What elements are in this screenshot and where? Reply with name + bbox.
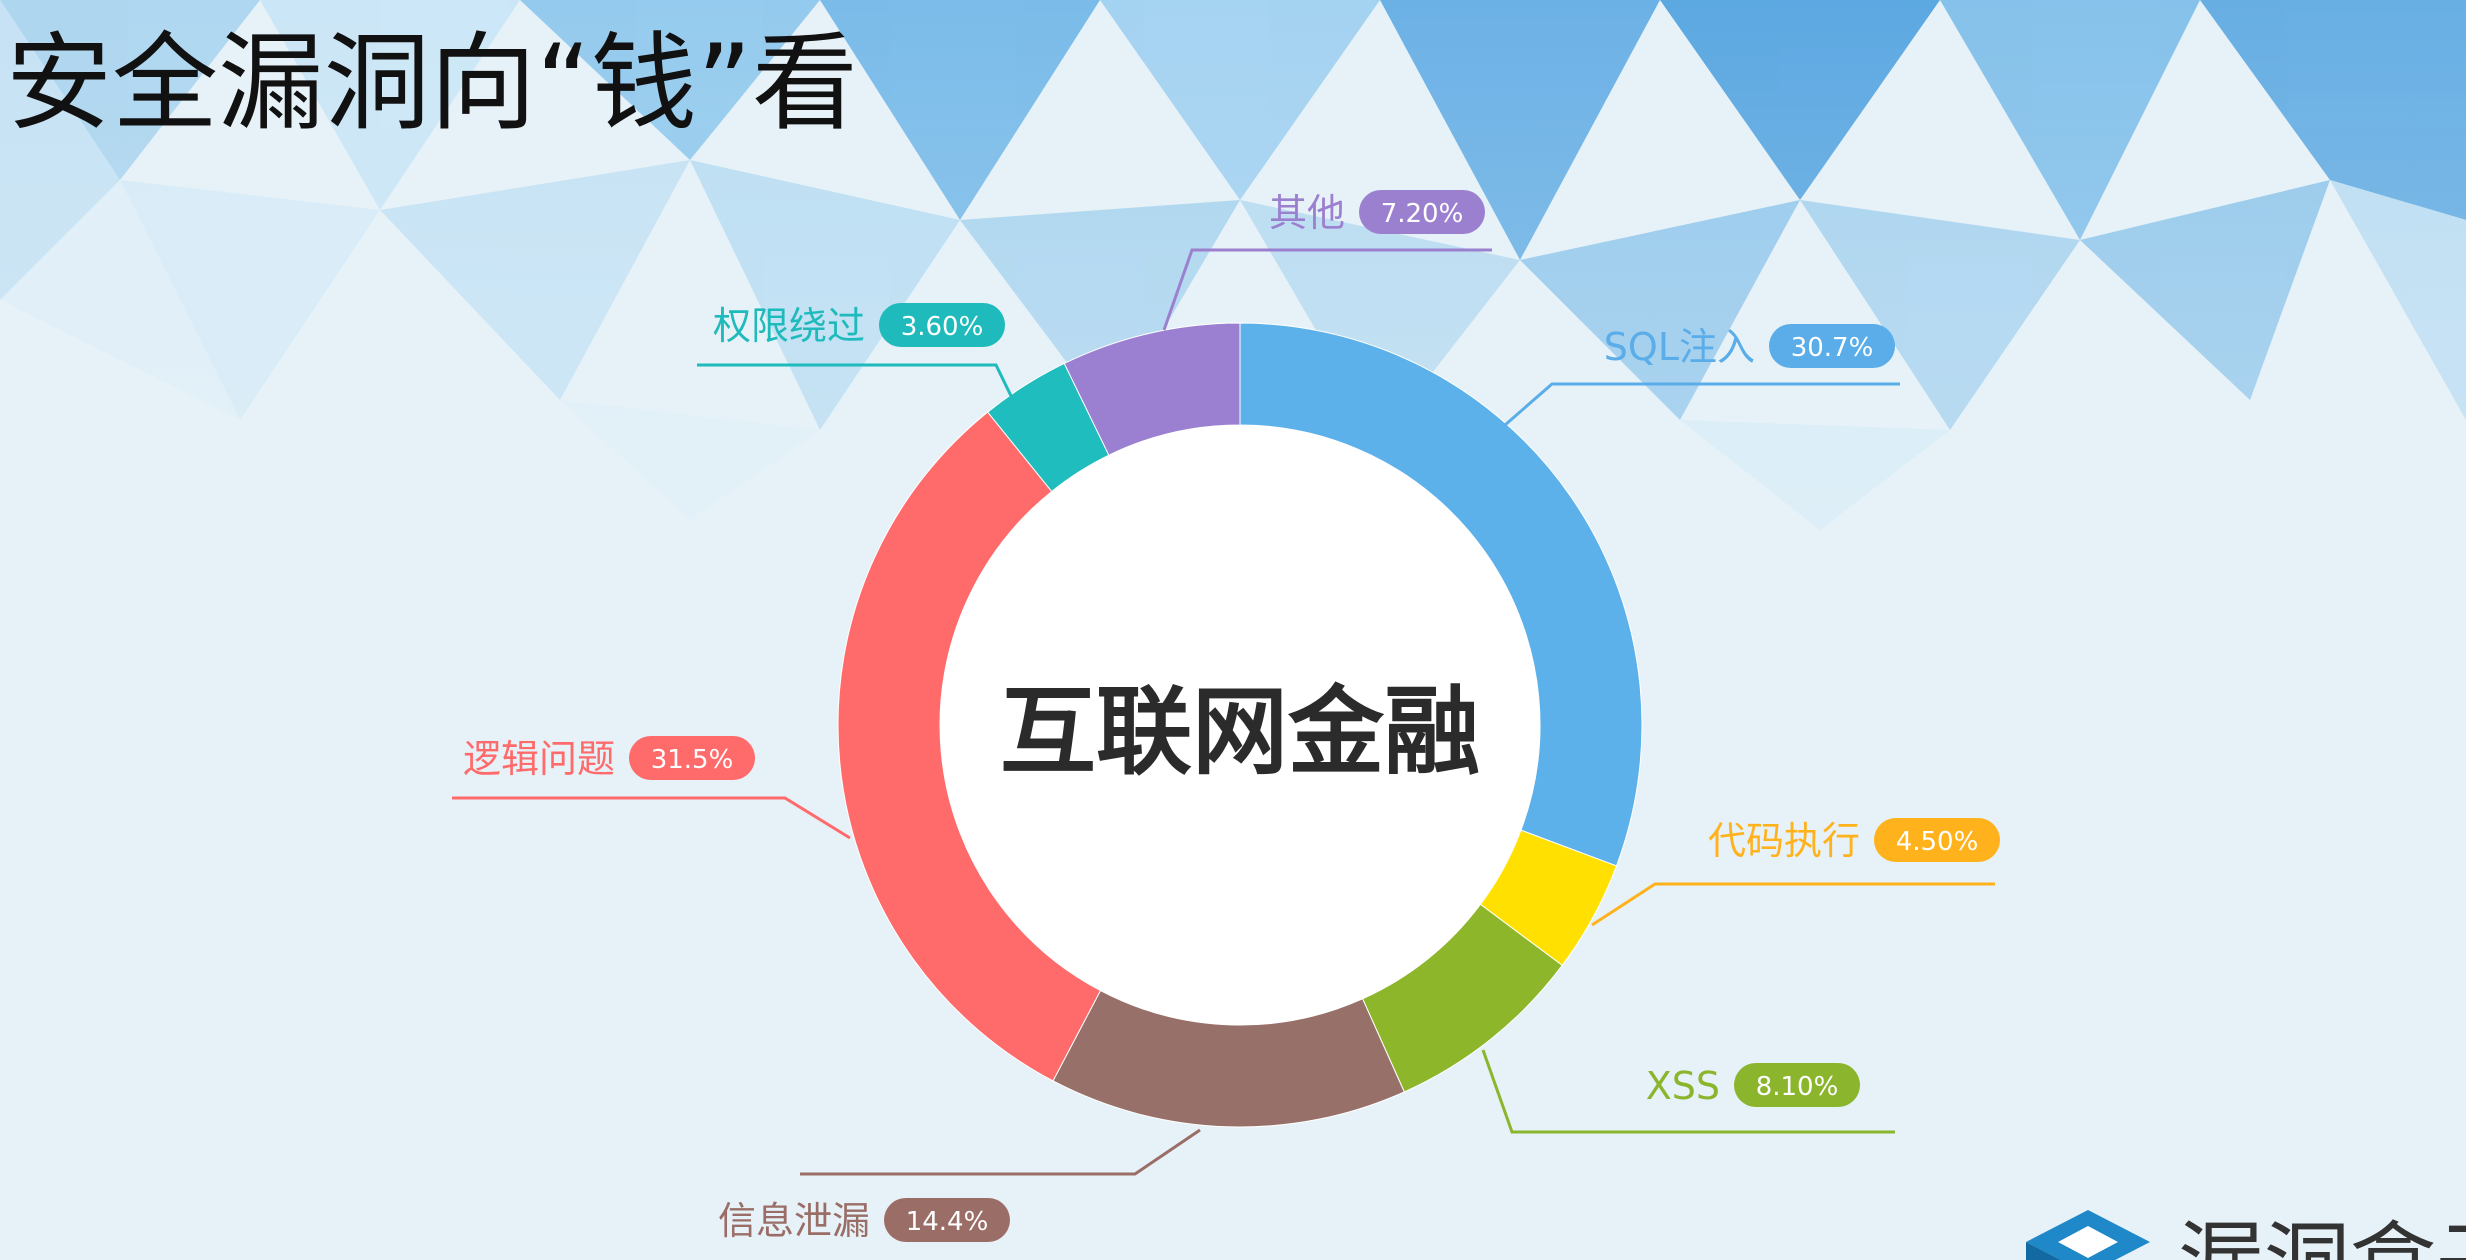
leader-line — [1162, 248, 1492, 331]
value-badge — [1734, 1063, 1860, 1107]
value-label: 14.4% — [906, 1207, 989, 1237]
center-label: 互联网金融 — [1000, 676, 1480, 788]
value-badge — [879, 303, 1005, 347]
value-label: 8.10% — [1756, 1072, 1839, 1102]
leader-line — [452, 796, 851, 840]
page-title: 安全漏洞向“钱”看 — [6, 22, 858, 145]
slice-label: 权限绕过 — [713, 304, 865, 348]
donut-hole — [940, 425, 1540, 1025]
value-label: 4.50% — [1896, 827, 1979, 857]
value-label: 31.5% — [651, 745, 734, 775]
value-label: 3.60% — [901, 312, 984, 342]
logo-text: 漏洞盒子 — [2178, 1198, 2466, 1260]
value-badge — [1769, 324, 1895, 368]
leader-line — [800, 1128, 1201, 1176]
value-badge — [884, 1198, 1010, 1242]
slice-label: 逻辑问题 — [463, 737, 615, 781]
leader-line — [1504, 382, 1900, 427]
slice-label: 其他 — [1269, 191, 1345, 235]
slice-label: SQL注入 — [1604, 325, 1755, 369]
pie-slice — [837, 411, 1102, 1082]
leader-line — [697, 363, 1015, 401]
leader-line — [1481, 1049, 1895, 1134]
value-badge — [629, 736, 755, 780]
value-label: 7.20% — [1381, 199, 1464, 229]
slice-label: XSS — [1646, 1064, 1720, 1108]
slice-label: 代码执行 — [1708, 819, 1860, 863]
vulbox-logo: 漏洞盒子 — [2018, 1198, 2466, 1260]
value-badge — [1359, 190, 1485, 234]
box-logo-icon — [2026, 1210, 2150, 1260]
leader-line — [1591, 882, 1995, 927]
value-badge — [1874, 818, 2000, 862]
slice-label: 信息泄漏 — [718, 1199, 870, 1243]
value-label: 30.7% — [1791, 333, 1874, 363]
